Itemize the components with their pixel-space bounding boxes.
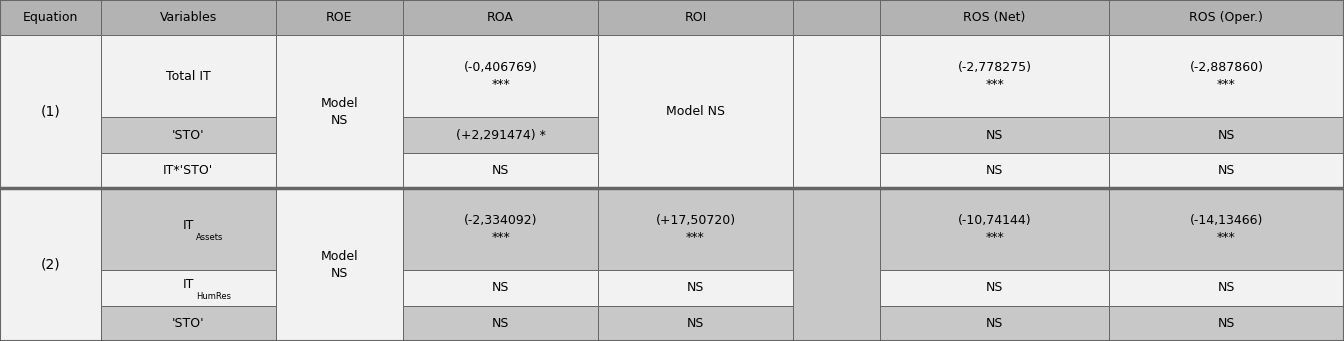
Bar	[403, 153, 598, 188]
Bar	[1109, 117, 1344, 153]
Bar	[598, 188, 793, 270]
Bar	[403, 35, 598, 117]
Text: NS: NS	[1218, 317, 1235, 330]
Text: (-2,778275)
***: (-2,778275) ***	[957, 61, 1032, 91]
Text: HumRes: HumRes	[196, 292, 231, 301]
Bar	[0, 0, 101, 35]
Text: ROA: ROA	[488, 11, 513, 24]
Text: 'STO': 'STO'	[172, 129, 204, 142]
Text: NS: NS	[986, 164, 1003, 177]
Text: (1): (1)	[40, 105, 60, 119]
Bar	[101, 270, 276, 306]
Bar	[276, 0, 403, 35]
Text: Total IT: Total IT	[165, 70, 211, 83]
Bar	[1109, 35, 1344, 117]
Text: Model NS: Model NS	[667, 105, 724, 118]
Bar	[880, 117, 1109, 153]
Text: (-2,334092)
***: (-2,334092) ***	[464, 214, 538, 244]
Text: Equation: Equation	[23, 11, 78, 24]
Text: NS: NS	[986, 281, 1003, 294]
Bar	[598, 270, 793, 306]
Text: Variables: Variables	[160, 11, 216, 24]
Bar	[598, 306, 793, 341]
Bar	[1109, 270, 1344, 306]
Bar	[1109, 188, 1344, 270]
Bar	[276, 188, 403, 341]
Bar	[0, 35, 101, 188]
Text: NS: NS	[492, 317, 509, 330]
Text: NS: NS	[492, 164, 509, 177]
Bar	[403, 306, 598, 341]
Text: (-0,406769)
***: (-0,406769) ***	[464, 61, 538, 91]
Bar	[793, 188, 880, 341]
Text: (+2,291474) *: (+2,291474) *	[456, 129, 546, 142]
Bar	[101, 117, 276, 153]
Bar	[403, 270, 598, 306]
Text: IT: IT	[183, 219, 194, 232]
Text: NS: NS	[1218, 129, 1235, 142]
Text: NS: NS	[1218, 164, 1235, 177]
Text: ROI: ROI	[684, 11, 707, 24]
Text: (+17,50720)
***: (+17,50720) ***	[656, 214, 735, 244]
Text: (-14,13466)
***: (-14,13466) ***	[1189, 214, 1263, 244]
Bar	[0, 188, 101, 341]
Text: NS: NS	[1218, 281, 1235, 294]
Text: NS: NS	[986, 317, 1003, 330]
Bar	[403, 0, 598, 35]
Text: IT*'STO': IT*'STO'	[163, 164, 214, 177]
Text: ROE: ROE	[327, 11, 352, 24]
Text: (-10,74144)
***: (-10,74144) ***	[958, 214, 1031, 244]
Bar	[598, 35, 793, 188]
Bar	[880, 188, 1109, 270]
Bar	[276, 35, 403, 188]
Bar	[880, 306, 1109, 341]
Text: ROS (Net): ROS (Net)	[964, 11, 1025, 24]
Text: NS: NS	[492, 281, 509, 294]
Text: NS: NS	[687, 281, 704, 294]
Text: Model
NS: Model NS	[321, 250, 358, 280]
Bar	[598, 0, 793, 35]
Bar	[1109, 0, 1344, 35]
Bar	[101, 306, 276, 341]
Bar	[403, 117, 598, 153]
Bar	[101, 0, 276, 35]
Text: IT: IT	[183, 278, 194, 291]
Bar	[880, 35, 1109, 117]
Bar	[880, 153, 1109, 188]
Text: NS: NS	[687, 317, 704, 330]
Bar	[880, 0, 1109, 35]
Bar	[793, 0, 880, 35]
Text: (2): (2)	[40, 257, 60, 272]
Bar	[101, 188, 276, 270]
Bar	[101, 35, 276, 117]
Bar	[880, 270, 1109, 306]
Text: (-2,887860)
***: (-2,887860) ***	[1189, 61, 1263, 91]
Bar	[793, 35, 880, 188]
Text: NS: NS	[986, 129, 1003, 142]
Bar	[101, 153, 276, 188]
Bar	[403, 188, 598, 270]
Text: Assets: Assets	[196, 233, 223, 242]
Bar	[1109, 306, 1344, 341]
Text: ROS (Oper.): ROS (Oper.)	[1189, 11, 1263, 24]
Text: Model
NS: Model NS	[321, 97, 358, 127]
Bar	[1109, 153, 1344, 188]
Text: 'STO': 'STO'	[172, 317, 204, 330]
